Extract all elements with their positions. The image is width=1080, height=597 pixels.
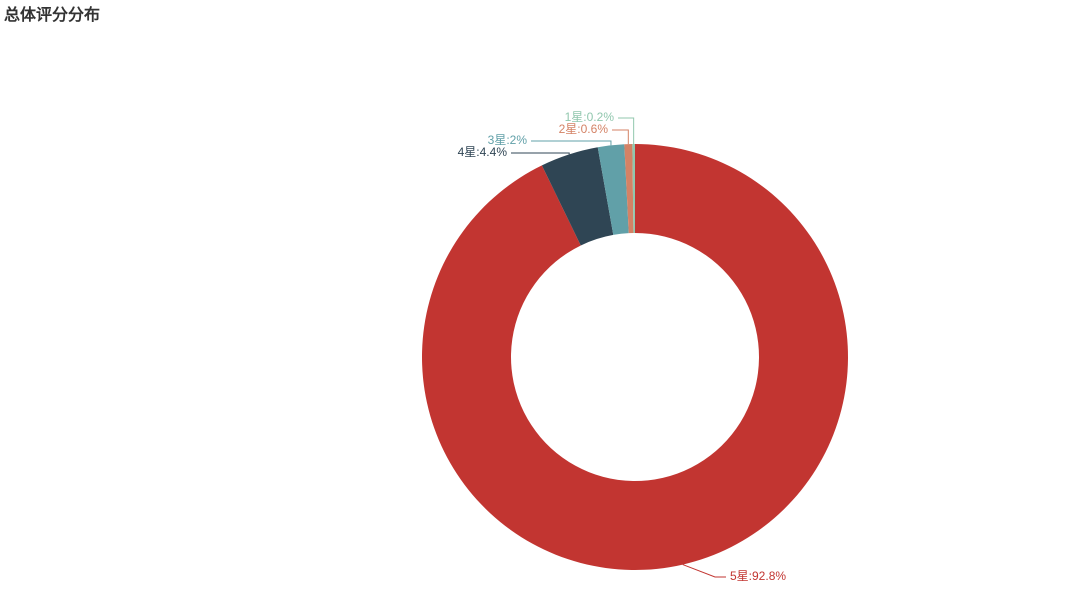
leader-line bbox=[618, 117, 635, 145]
pie-slice bbox=[421, 144, 848, 570]
pie-slice bbox=[624, 144, 634, 234]
leader-line bbox=[531, 140, 612, 146]
leader-line bbox=[511, 152, 570, 155]
pie-slice bbox=[632, 144, 635, 234]
data-label: 5星:92.8% bbox=[730, 569, 786, 583]
data-label: 2星:0.6% bbox=[559, 122, 609, 136]
data-label: 4星:4.4% bbox=[458, 145, 508, 159]
data-label: 1星:0.2% bbox=[565, 110, 615, 124]
pie-slice bbox=[541, 147, 614, 246]
leader-line bbox=[682, 564, 726, 578]
chart-title: 总体评分分布 bbox=[4, 5, 100, 24]
leader-line bbox=[612, 129, 629, 145]
pie-slice bbox=[597, 144, 629, 235]
data-label: 3星:2% bbox=[488, 133, 528, 147]
